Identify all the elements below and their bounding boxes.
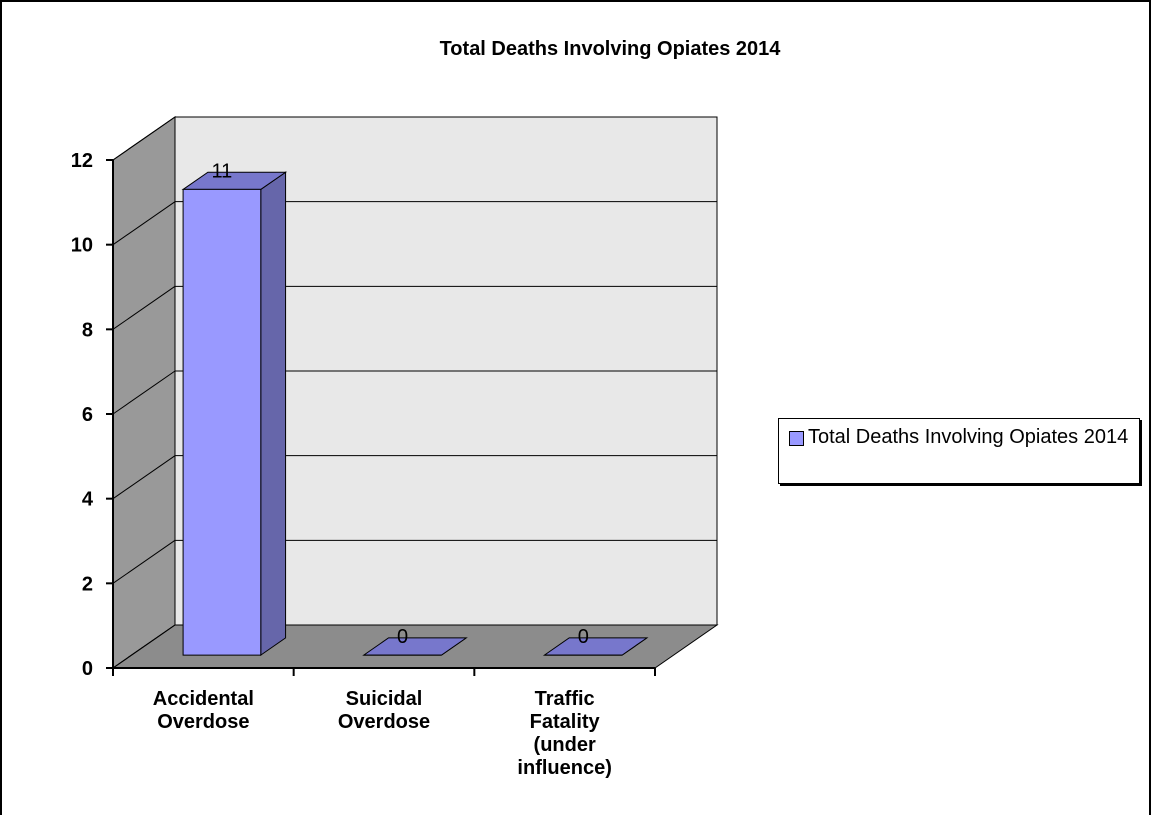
legend: Total Deaths Involving Opiates 2014 bbox=[778, 418, 1140, 484]
y-tick-label: 6 bbox=[82, 404, 93, 426]
bar-side bbox=[260, 171, 287, 657]
y-tick-label: 4 bbox=[82, 489, 94, 511]
grid-line bbox=[112, 285, 176, 330]
grid-line bbox=[112, 116, 176, 161]
value-label: 11 bbox=[212, 160, 233, 182]
y-tick-label: 2 bbox=[82, 573, 93, 595]
y-tick-label: 8 bbox=[82, 319, 93, 341]
grid-line bbox=[112, 539, 176, 584]
grid-line bbox=[112, 455, 176, 500]
value-label: 0 bbox=[397, 626, 408, 648]
x-tick-label: Traffic Fatality (under influence) bbox=[517, 688, 612, 779]
legend-swatch bbox=[789, 431, 804, 446]
bar bbox=[542, 637, 649, 656]
bar bbox=[181, 171, 288, 657]
bar-front bbox=[182, 188, 262, 656]
chart-title: Total Deaths Involving Opiates 2014 bbox=[440, 38, 782, 60]
grid-line bbox=[112, 201, 176, 246]
grid-line bbox=[112, 370, 176, 415]
x-tick-label: Suicidal Overdose bbox=[337, 688, 431, 733]
y-tick-label: 10 bbox=[71, 235, 93, 257]
x-tick-label: Accidental Overdose bbox=[152, 688, 254, 733]
value-label: 0 bbox=[578, 626, 589, 648]
y-tick-label: 0 bbox=[82, 658, 93, 680]
legend-label: Total Deaths Involving Opiates 2014 bbox=[808, 426, 1129, 448]
grid-line bbox=[112, 624, 176, 669]
y-tick-label: 12 bbox=[71, 150, 93, 172]
bar bbox=[362, 637, 468, 656]
